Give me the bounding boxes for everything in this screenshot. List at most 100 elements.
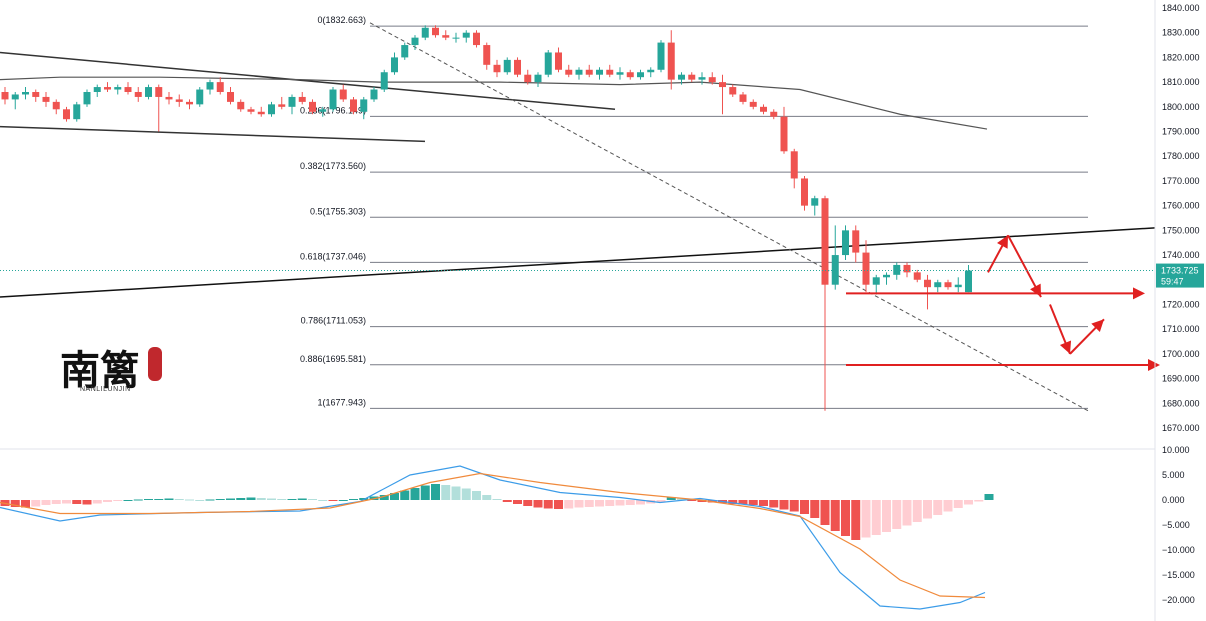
candle-body — [206, 82, 214, 90]
logo: 南篱 NANLILUNJIN — [60, 347, 162, 394]
candle — [11, 92, 19, 110]
macd-histogram-bar — [41, 500, 51, 505]
candle-body — [944, 282, 952, 288]
candle — [739, 92, 747, 105]
candle — [216, 77, 224, 95]
macd-histogram-bar — [164, 498, 174, 500]
macd-histogram-bar — [943, 500, 953, 512]
macd-histogram-bar — [226, 498, 235, 500]
candle — [93, 84, 101, 97]
macd-histogram-bar — [51, 500, 61, 504]
macd-histogram-bar — [636, 500, 645, 505]
candle — [729, 84, 737, 97]
macd-histogram-bar — [595, 500, 604, 507]
candle — [934, 279, 942, 293]
annotations[interactable] — [846, 234, 1160, 371]
candle — [606, 64, 614, 78]
candle-body — [667, 42, 675, 80]
candle — [421, 25, 429, 41]
macd-histogram-bar — [800, 500, 809, 514]
price-tag-box — [1156, 263, 1204, 288]
fib-level-label: 0.382(1773.560) — [300, 161, 366, 171]
candle — [678, 72, 685, 85]
candle-body — [514, 59, 521, 75]
macd-histogram-bar — [779, 500, 789, 510]
macd-histogram-bar — [400, 490, 410, 500]
macd-tick-label: −20.000 — [1162, 595, 1195, 605]
candle-body — [32, 92, 40, 97]
macd-histogram-bar — [533, 500, 543, 508]
macd-histogram-bar — [31, 500, 41, 507]
macd-axis[interactable]: 10.000 5.000 0.000 −5.000 −10.000 −15.000 −20.… — [1162, 445, 1195, 605]
moving-average — [0, 76, 988, 130]
candle-body — [483, 45, 491, 65]
candle-body — [534, 74, 542, 83]
candle-body — [473, 32, 480, 46]
candle — [801, 176, 808, 211]
arrow-head — [997, 235, 1008, 249]
macd-histogram-bar — [215, 499, 225, 500]
candle — [780, 106, 788, 154]
candle-body — [678, 74, 685, 80]
macd-histogram-bar — [390, 493, 399, 500]
price-tick-label: 1760.000 — [1162, 201, 1200, 211]
candle-body — [93, 87, 101, 92]
candle-body — [370, 89, 378, 100]
candle-body — [42, 96, 50, 102]
candle — [913, 269, 921, 283]
macd-histogram-bar — [318, 500, 328, 501]
macd-histogram-bar — [584, 500, 594, 507]
candle — [667, 30, 675, 90]
candle-body — [134, 92, 142, 97]
macd-histogram-bar — [472, 491, 481, 500]
candle — [565, 64, 573, 78]
candle — [647, 67, 655, 78]
macd-histogram-bar — [687, 500, 697, 501]
candle — [165, 92, 173, 105]
moving-average-line — [0, 76, 988, 130]
candle — [319, 106, 327, 117]
candle — [626, 69, 634, 80]
macd-histogram-bar — [482, 495, 492, 500]
macd-histogram-bar — [974, 500, 984, 502]
trendline[interactable] — [369, 22, 1089, 412]
fib-level-label: 0(1832.663) — [317, 15, 366, 25]
macd-histogram-bar — [738, 500, 748, 505]
candle-body — [360, 99, 368, 112]
macd-histogram-bar — [759, 500, 768, 506]
candle — [360, 96, 368, 120]
macd-tick-label: 0.000 — [1162, 495, 1185, 505]
candle-body — [719, 82, 726, 88]
candle-body — [145, 87, 152, 97]
trendline[interactable] — [0, 227, 1156, 298]
fib-level-label: 1(1677.943) — [317, 397, 366, 407]
candle — [637, 69, 644, 80]
candle-body — [913, 272, 921, 280]
candle — [893, 262, 901, 280]
price-tick-label: 1670.000 — [1162, 423, 1200, 433]
candle — [339, 84, 347, 102]
price-tick-label: 1830.000 — [1162, 28, 1200, 38]
candle — [698, 72, 706, 85]
macd-histogram-bar — [502, 500, 512, 502]
candle — [544, 50, 552, 78]
macd-histogram-bar — [174, 499, 184, 500]
trendline[interactable] — [0, 125, 426, 143]
trendlines[interactable] — [0, 22, 1156, 412]
candle-body — [606, 69, 614, 75]
candle — [596, 67, 603, 80]
candle-body — [83, 92, 91, 105]
arrow-head — [1148, 359, 1160, 371]
candle-body — [442, 35, 450, 38]
candle-body — [821, 198, 829, 285]
candle — [350, 96, 357, 115]
candle-body — [124, 87, 132, 92]
candle — [63, 106, 70, 122]
candle-body — [924, 279, 931, 288]
candle-body — [780, 116, 788, 152]
macd-histogram-bar — [677, 498, 686, 500]
candle-body — [257, 111, 265, 115]
candle-body — [391, 57, 398, 73]
price-axis[interactable]: 1840.000 1830.000 1820.000 1810.000 1800.000… — [1162, 3, 1200, 433]
